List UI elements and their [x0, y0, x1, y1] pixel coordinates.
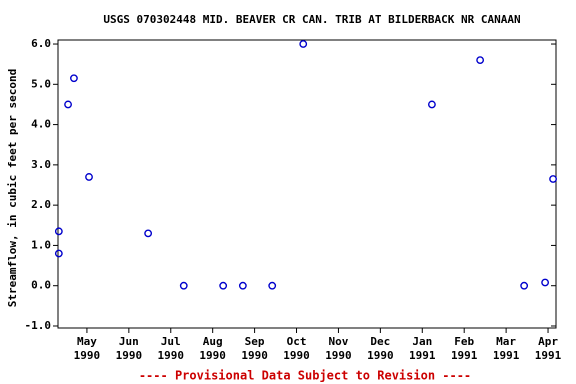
x-tick-label: Jun: [119, 335, 139, 348]
point: [85, 173, 93, 181]
y-tick-label: 5.0: [31, 77, 51, 90]
point: [54, 249, 63, 258]
x-tick-year: 1990: [241, 349, 268, 362]
x-tick-label: Dec: [370, 335, 390, 348]
y-tick-label: 2.0: [31, 198, 51, 211]
x-tick-label: Aug: [203, 335, 223, 348]
x-tick-label: May: [77, 335, 97, 348]
point: [219, 281, 228, 290]
y-tick-label: 0.0: [31, 279, 51, 292]
point: [549, 175, 557, 183]
x-tick-year: 1991: [535, 349, 562, 362]
x-tick-year: 1990: [283, 349, 310, 362]
y-axis-label: Streamflow, in cubic feet per second: [6, 69, 19, 307]
y-tick-label: 3.0: [31, 158, 51, 171]
point: [54, 227, 63, 236]
y-tick-label: 6.0: [31, 37, 51, 50]
point: [476, 56, 485, 65]
point: [179, 281, 188, 290]
x-tick-label: Jan: [412, 335, 432, 348]
x-tick-label: Feb: [454, 335, 474, 348]
y-tick-label: 4.0: [31, 118, 51, 131]
x-tick-label: Jul: [161, 335, 181, 348]
x-tick-year: 1990: [325, 349, 352, 362]
point: [268, 281, 277, 290]
x-tick-label: Nov: [329, 335, 349, 348]
point: [520, 281, 529, 290]
x-tick-year: 1990: [74, 349, 101, 362]
point: [70, 74, 78, 83]
x-tick-year: 1991: [409, 349, 436, 362]
x-tick-year: 1991: [451, 349, 478, 362]
x-tick-year: 1991: [493, 349, 520, 362]
point: [64, 100, 72, 109]
point: [428, 100, 436, 109]
point: [299, 40, 308, 48]
x-tick-year: 1990: [116, 349, 143, 362]
x-tick-label: Apr: [538, 335, 558, 348]
footer: ---- Provisional Data Subject to Revisio…: [139, 369, 471, 383]
x-tick-label: Mar: [496, 335, 516, 348]
x-tick-label: Oct: [287, 335, 307, 348]
x-tick-year: 1990: [199, 349, 226, 362]
point: [144, 229, 153, 238]
x-tick-year: 1990: [367, 349, 394, 362]
plot-frame: [57, 39, 557, 329]
chart-title: USGS 070302448 MID. BEAVER CR CAN. TRIB …: [103, 13, 520, 26]
point: [238, 281, 247, 290]
y-tick-label: 1.0: [31, 238, 51, 251]
point: [541, 278, 550, 287]
x-tick-label: Sep: [245, 335, 265, 348]
x-tick-year: 1990: [158, 349, 185, 362]
y-tick-label: -1.0: [25, 319, 52, 332]
